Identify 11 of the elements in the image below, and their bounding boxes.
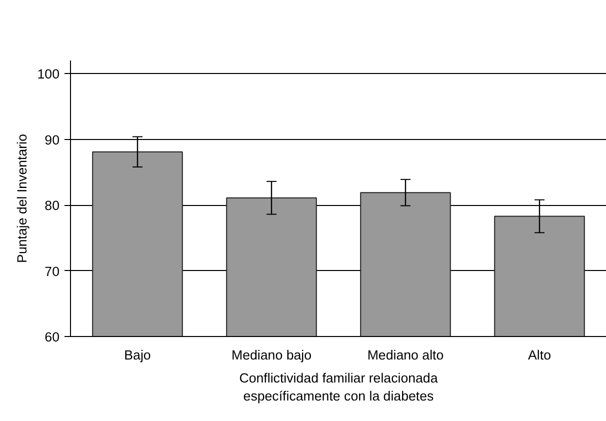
y-tick-label: 70 [44, 264, 60, 279]
x-tick-label: Mediano bajo [231, 348, 312, 362]
y-tick-label: 100 [37, 66, 60, 82]
y-tick-label: 60 [44, 330, 60, 344]
y-axis-title: Puntaje del Inventario [14, 134, 30, 263]
x-tick-label: Mediano alto [367, 348, 444, 362]
y-tick-label: 80 [44, 198, 60, 214]
y-tick-label: 90 [44, 132, 60, 148]
x-tick-label: Alto [528, 348, 551, 362]
x-axis-title: Conflictividad familiar relacionada específicamente con la diabetes [239, 370, 438, 404]
x-tick-label: Bajo [124, 348, 151, 362]
